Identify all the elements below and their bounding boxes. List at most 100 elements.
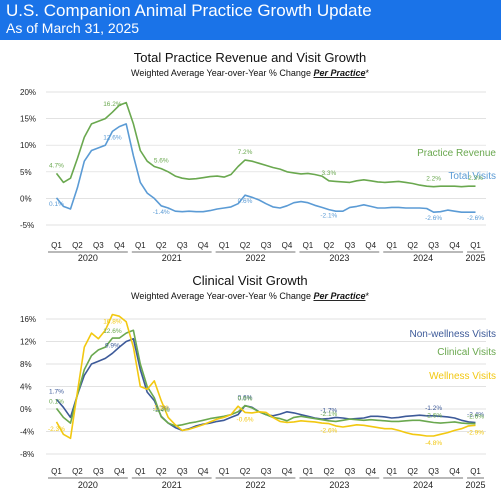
subtitle-text: Weighted Average Year-over-Year % Change xyxy=(131,291,313,301)
data-label: 16.8% xyxy=(103,319,122,326)
y-tick-label: 5% xyxy=(20,168,32,177)
y-tick-label: 8% xyxy=(20,360,32,369)
x-tick-label: Q3 xyxy=(93,467,104,476)
series-line-2 xyxy=(55,123,476,213)
x-tick-label: Q1 xyxy=(135,467,146,476)
x-tick-label: Q4 xyxy=(198,467,209,476)
x-tick-label: Q4 xyxy=(365,467,376,476)
data-label: -2.9% xyxy=(467,429,484,436)
x-tick-label: Q1 xyxy=(470,241,481,250)
year-label: 2021 xyxy=(162,253,182,263)
x-tick-label: Q1 xyxy=(51,241,62,250)
series-line-2 xyxy=(55,329,476,427)
data-label: 9.9% xyxy=(105,342,120,349)
x-tick-label: Q2 xyxy=(324,467,335,476)
data-label: 2.3% xyxy=(468,175,483,182)
x-tick-label: Q2 xyxy=(324,241,335,250)
x-tick-label: Q3 xyxy=(428,241,439,250)
legend-label: Practice Revenue xyxy=(417,148,496,159)
x-tick-label: Q1 xyxy=(219,241,230,250)
subtitle-mark: * xyxy=(366,291,370,301)
subtitle-mark: * xyxy=(366,68,370,78)
data-label: 0.1% xyxy=(49,398,64,405)
legend-label: Non-wellness Visits xyxy=(409,329,496,340)
y-tick-label: 12% xyxy=(20,338,36,347)
x-tick-label: Q3 xyxy=(344,467,355,476)
x-tick-label: Q1 xyxy=(386,467,397,476)
x-tick-label: Q2 xyxy=(156,467,167,476)
subtitle-text: Weighted Average Year-over-Year % Change xyxy=(131,68,313,78)
x-tick-label: Q1 xyxy=(303,467,314,476)
data-label: -2.1% xyxy=(320,213,337,220)
x-tick-label: Q4 xyxy=(114,467,125,476)
series-line-3 xyxy=(55,313,476,440)
data-label: -2.3% xyxy=(48,426,65,433)
x-tick-label: Q4 xyxy=(449,241,460,250)
data-label: 2.2% xyxy=(426,176,441,183)
legend-label: Clinical Visits xyxy=(437,347,496,358)
chart-title: Total Practice Revenue and Visit Growth xyxy=(134,50,366,65)
y-tick-label: 16% xyxy=(20,315,36,324)
data-label: -0.6% xyxy=(237,416,254,423)
x-tick-label: Q2 xyxy=(407,467,418,476)
x-tick-label: Q4 xyxy=(282,467,293,476)
x-tick-label: Q3 xyxy=(93,241,104,250)
data-label: -2.6% xyxy=(467,215,484,222)
data-label: 5.6% xyxy=(154,158,169,165)
data-label: -2.6% xyxy=(320,428,337,435)
x-tick-label: Q3 xyxy=(344,241,355,250)
chart-subtitle: Weighted Average Year-over-Year % Change… xyxy=(131,291,370,301)
data-label: -1.3% xyxy=(153,405,170,412)
x-tick-label: Q4 xyxy=(198,241,209,250)
x-tick-label: Q2 xyxy=(240,241,251,250)
y-tick-label: -4% xyxy=(20,428,34,437)
data-label: 12.6% xyxy=(103,134,122,141)
y-tick-label: 4% xyxy=(20,383,32,392)
year-label: 2024 xyxy=(413,253,433,263)
chart-2: Clinical Visit Growth Weighted Average Ye… xyxy=(20,273,496,490)
year-label: 2020 xyxy=(78,480,98,490)
data-label: -2.6% xyxy=(425,413,442,420)
x-tick-label: Q1 xyxy=(219,467,230,476)
y-tick-label: 15% xyxy=(20,115,36,124)
series-line-1 xyxy=(55,101,476,188)
data-label: 0.6% xyxy=(238,395,253,402)
year-label: 2022 xyxy=(246,480,266,490)
y-tick-label: 0% xyxy=(20,405,32,414)
data-label: -1.4% xyxy=(153,209,170,216)
page-title: U.S. Companion Animal Practice Growth Up… xyxy=(6,1,372,20)
year-label: 2023 xyxy=(329,253,349,263)
x-tick-label: Q4 xyxy=(282,241,293,250)
x-tick-label: Q4 xyxy=(449,467,460,476)
y-tick-label: 0% xyxy=(20,194,32,203)
subtitle-emphasis: Per Practice xyxy=(313,291,365,301)
x-tick-label: Q3 xyxy=(177,241,188,250)
data-label: 7.2% xyxy=(238,149,253,156)
page-subtitle: As of March 31, 2025 xyxy=(6,20,140,36)
x-tick-label: Q2 xyxy=(72,241,83,250)
x-tick-label: Q1 xyxy=(135,241,146,250)
chart-1: Total Practice Revenue and Visit Growth W… xyxy=(20,50,496,263)
year-label: 2023 xyxy=(329,480,349,490)
y-tick-label: -5% xyxy=(20,221,34,230)
year-label: 2024 xyxy=(413,480,433,490)
chart-title: Clinical Visit Growth xyxy=(192,273,307,288)
data-label: -4.8% xyxy=(425,440,442,447)
data-label: 16.2% xyxy=(103,101,122,108)
x-tick-label: Q3 xyxy=(177,467,188,476)
x-tick-label: Q4 xyxy=(365,241,376,250)
year-label: 2022 xyxy=(246,253,266,263)
data-label: -2.4% xyxy=(467,412,484,419)
x-tick-label: Q1 xyxy=(51,467,62,476)
x-tick-label: Q4 xyxy=(114,241,125,250)
y-tick-label: 10% xyxy=(20,141,36,150)
charts-area: Total Practice Revenue and Visit Growth W… xyxy=(20,50,496,490)
data-label: -2.1% xyxy=(320,411,337,418)
y-tick-label: 20% xyxy=(20,88,36,97)
x-tick-label: Q1 xyxy=(386,241,397,250)
data-label: 4.7% xyxy=(49,162,64,169)
data-label: -2.6% xyxy=(467,414,484,421)
data-label: 1.5% xyxy=(154,405,169,412)
series-line-1 xyxy=(55,337,476,432)
legend-label: Wellness Visits xyxy=(429,371,496,382)
